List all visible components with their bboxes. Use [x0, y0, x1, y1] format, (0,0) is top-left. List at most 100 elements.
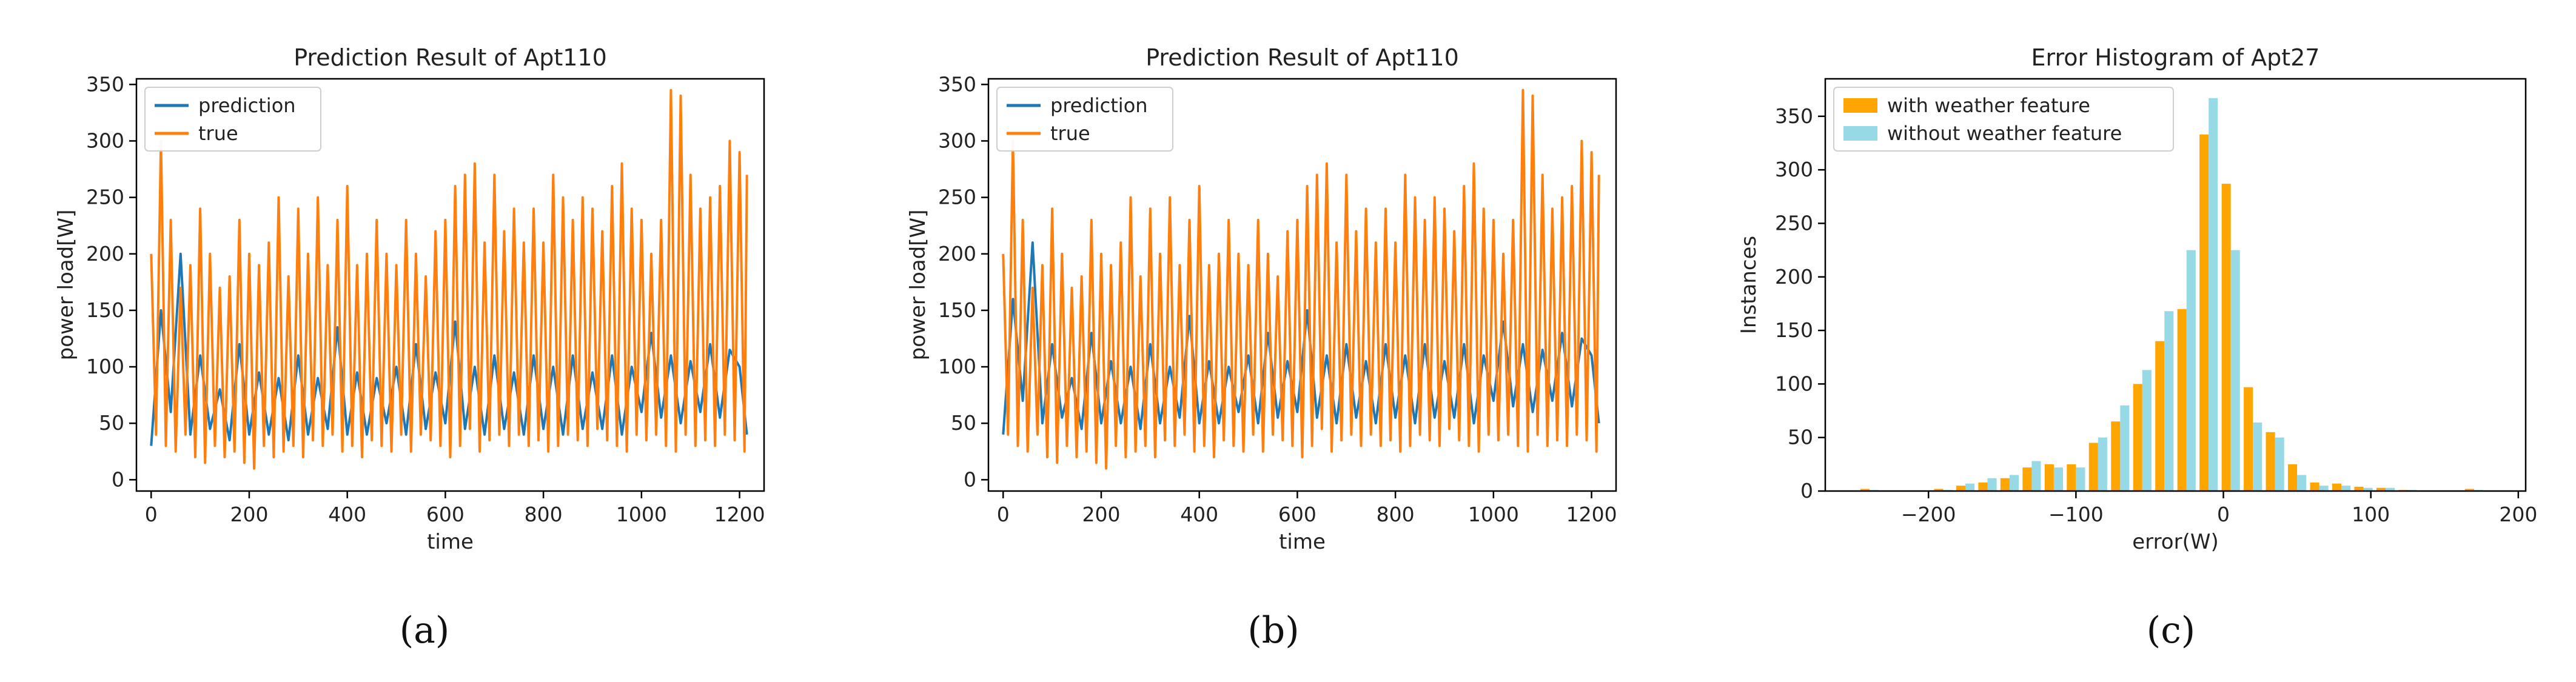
y-tick-label: 350 — [938, 72, 976, 96]
y-tick-label: 100 — [938, 355, 976, 378]
bar — [1860, 489, 1870, 491]
legend-box — [1833, 87, 2174, 152]
y-axis-label: power load[W] — [906, 210, 930, 361]
y-tick-label: 150 — [1775, 318, 1813, 342]
x-axis-label: error(W) — [2132, 530, 2218, 554]
y-tick-label: 350 — [86, 72, 124, 96]
bar — [2044, 464, 2054, 491]
y-tick-label: 350 — [1775, 104, 1813, 128]
bar — [2386, 487, 2395, 491]
bar — [2000, 478, 2010, 491]
y-tick-label: 0 — [1800, 479, 1813, 503]
legend-swatch — [1843, 126, 1877, 141]
bar — [1987, 478, 1997, 491]
y-tick-label: 50 — [951, 411, 976, 435]
y-tick-label: 50 — [99, 411, 124, 435]
bar — [2310, 482, 2319, 491]
y-axis-label: power load[W] — [54, 210, 78, 361]
y-tick-label: 0 — [964, 467, 976, 491]
x-tick-label: 0 — [2217, 503, 2230, 526]
chart-title: Error Histogram of Apt27 — [2031, 44, 2320, 71]
panel-label: (a) — [400, 609, 450, 652]
bar — [2266, 432, 2275, 491]
legend-label: prediction — [198, 94, 296, 117]
x-tick-label: 1200 — [1566, 503, 1617, 526]
y-tick-label: 50 — [1788, 426, 1813, 449]
y-tick-label: 0 — [112, 467, 124, 491]
legend: prediction true — [144, 87, 321, 152]
chart-title: Prediction Result of Apt110 — [293, 44, 607, 71]
series-line-true — [1002, 89, 1600, 470]
bar — [2009, 475, 2019, 491]
x-tick-label: 200 — [2499, 503, 2537, 526]
legend: prediction true — [996, 87, 1173, 152]
x-tick-label: 1000 — [616, 503, 667, 526]
y-tick-label: 250 — [1775, 211, 1813, 235]
legend-box — [996, 87, 1173, 152]
x-tick-label: 200 — [230, 503, 268, 526]
series-with-weather-feature — [1860, 134, 2474, 491]
bar — [1956, 486, 1965, 491]
bar — [2186, 250, 2196, 491]
legend-box — [144, 87, 321, 152]
bar — [2464, 489, 2474, 491]
x-axis-label: time — [427, 530, 474, 554]
bar — [2376, 487, 2386, 491]
y-tick-label: 150 — [86, 298, 124, 322]
bar — [2209, 98, 2218, 491]
y-tick-label: 150 — [938, 298, 976, 322]
legend-label: true — [198, 122, 238, 145]
y-tick-label: 250 — [86, 186, 124, 209]
x-tick-label: 100 — [2352, 503, 2390, 526]
bar — [2155, 341, 2165, 491]
y-axis-label: Instances — [1737, 236, 1761, 334]
bar — [2253, 422, 2262, 491]
y-tick-label: 100 — [86, 355, 124, 378]
x-tick-label: 600 — [1278, 503, 1317, 526]
legend-label: with weather feature — [1887, 94, 2090, 117]
y-tick-label: 200 — [1775, 265, 1813, 289]
x-tick-label: 200 — [1082, 503, 1120, 526]
chart-panel-1: 0 200 400 600 800 1000 1200 0 50 100 150 200 250 300 3… — [54, 44, 765, 652]
bar — [2199, 134, 2209, 491]
bar — [2332, 483, 2342, 491]
bar — [2088, 443, 2098, 491]
bar — [2354, 486, 2364, 491]
series-without-weather-feature — [1869, 98, 2483, 491]
x-tick-label: 400 — [1180, 503, 1218, 526]
bar — [1978, 482, 1988, 491]
bar — [2164, 311, 2174, 491]
y-tick-label: 200 — [86, 242, 124, 266]
y-tick-label: 300 — [1775, 158, 1813, 181]
series-line-true — [150, 89, 748, 470]
plot-frame — [135, 78, 765, 492]
y-tick-label: 100 — [1775, 372, 1813, 395]
bar — [2067, 464, 2076, 491]
bar — [2031, 461, 2041, 491]
bar — [2221, 184, 2231, 491]
x-tick-label: 0 — [145, 503, 158, 526]
legend-label: without weather feature — [1887, 122, 2122, 145]
chart-title: Prediction Result of Apt110 — [1145, 44, 1459, 71]
y-tick-label: 300 — [938, 129, 976, 152]
bar — [2111, 421, 2121, 491]
chart-panel-3: −200 −100 0 100 200 0 50 100 150 200 250 300 350 Erro… — [1737, 44, 2537, 652]
x-tick-label: −200 — [1901, 503, 1956, 526]
panel-label: (c) — [2147, 609, 2195, 652]
bar — [2275, 437, 2284, 491]
x-tick-label: 0 — [997, 503, 1010, 526]
y-tick-label: 250 — [938, 186, 976, 209]
panel-label: (b) — [1247, 609, 1299, 652]
x-tick-label: 1200 — [714, 503, 765, 526]
bar — [2120, 405, 2130, 491]
bar — [2053, 467, 2063, 491]
x-tick-label: 800 — [525, 503, 563, 526]
bar — [2022, 467, 2032, 491]
bar — [2244, 387, 2253, 491]
legend-label: true — [1050, 122, 1090, 145]
plot-frame — [1824, 78, 2527, 492]
bar — [2098, 437, 2107, 491]
bar — [2076, 467, 2085, 491]
bar — [2319, 486, 2329, 491]
